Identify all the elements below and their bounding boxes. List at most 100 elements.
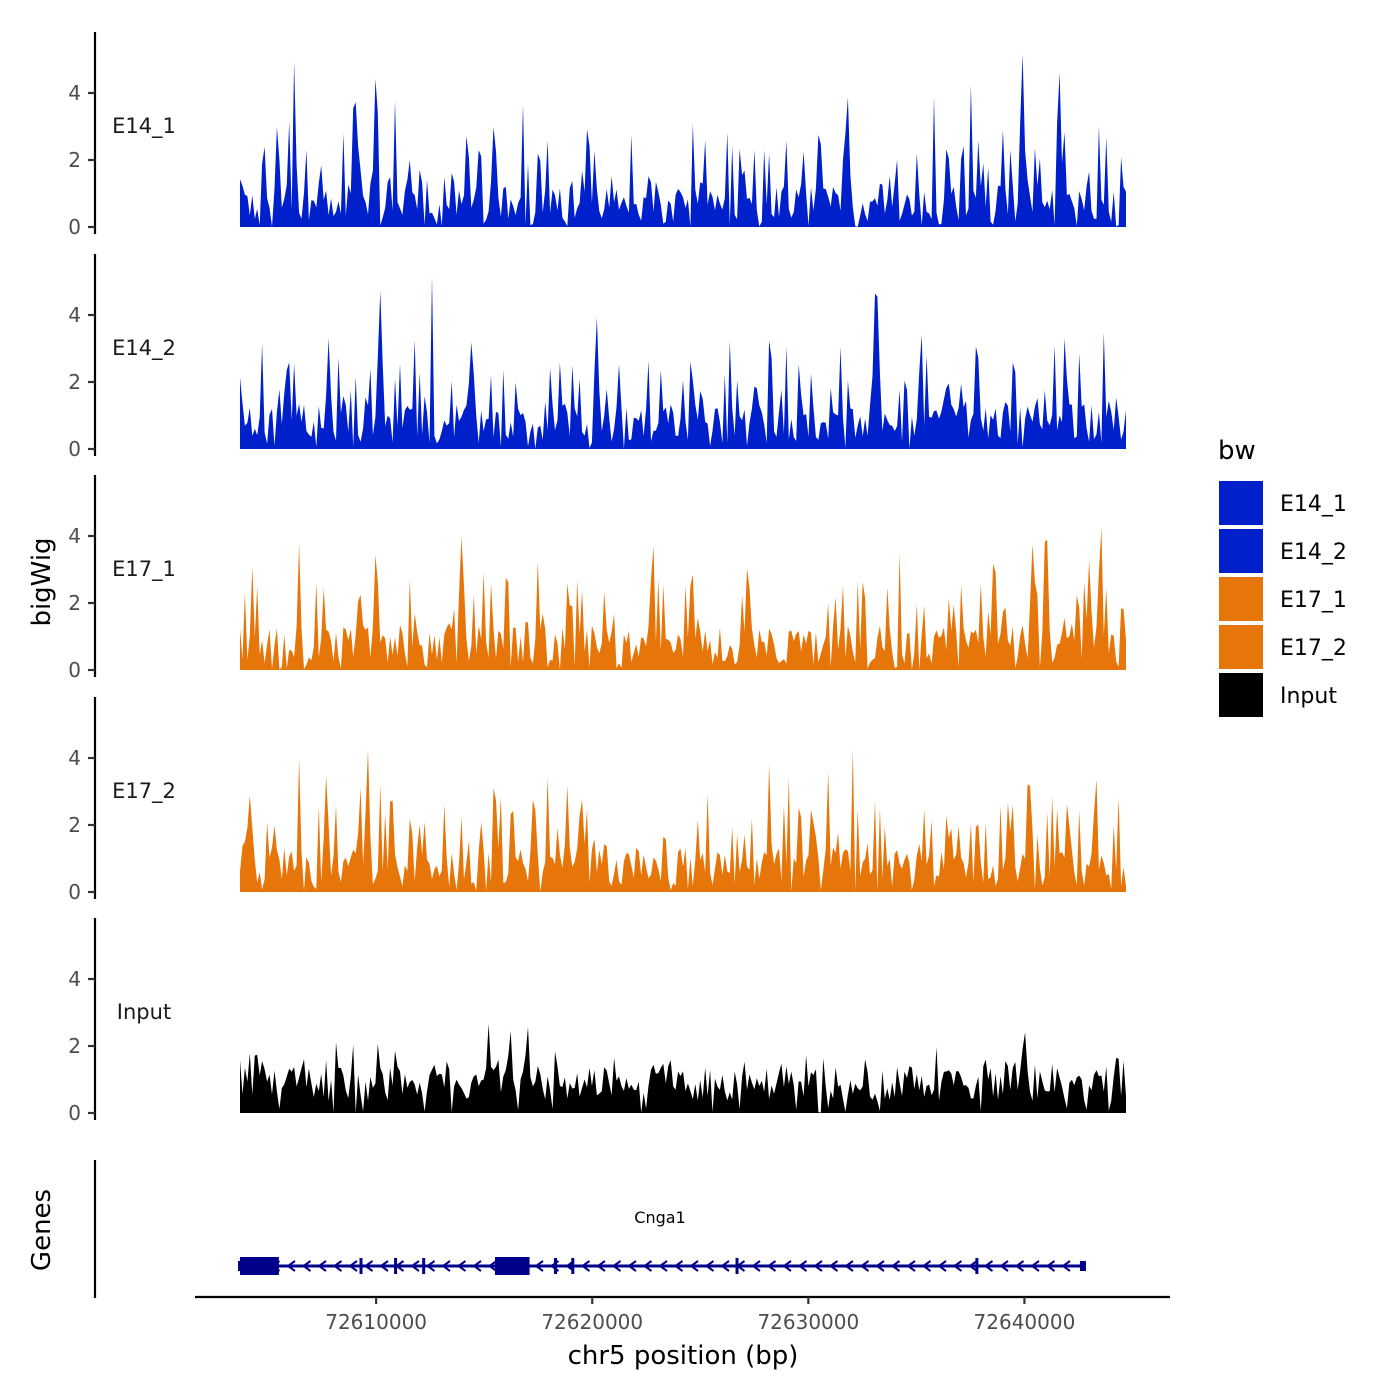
y-tick-label: 0 — [68, 658, 81, 682]
strand-arrow — [937, 1260, 947, 1272]
y-tick-label: 2 — [68, 1034, 81, 1058]
track-label: E17_2 — [112, 779, 176, 804]
strand-arrow — [720, 1260, 730, 1272]
coverage-area-E17_1 — [240, 527, 1126, 670]
y-tick-label: 0 — [68, 1101, 81, 1125]
gene-exon — [422, 1258, 426, 1274]
strand-arrow — [1045, 1260, 1056, 1272]
strand-arrow — [1014, 1260, 1025, 1272]
strand-arrow — [983, 1260, 994, 1272]
strand-arrow — [286, 1260, 296, 1272]
strand-arrow — [580, 1260, 591, 1272]
strand-arrow — [611, 1260, 622, 1272]
legend-key-E14_2 — [1219, 529, 1263, 573]
legend-key-E17_2 — [1219, 625, 1263, 669]
strand-arrow — [379, 1260, 389, 1272]
legend: bw E14_1 E14_2 E17_1 E17_2 Input — [1218, 436, 1347, 717]
track-label: E17_1 — [112, 557, 176, 582]
strand-arrow — [797, 1260, 808, 1272]
strand-arrow — [906, 1260, 916, 1272]
coverage-area-E14_1 — [240, 53, 1126, 227]
legend-key-Input — [1219, 673, 1263, 717]
track-panels: 0 2 4 E14_1 0 2 4 E14_2 0 2 4 E17_1 0 2 4 E17_2 0 2 4 Input — [68, 32, 1126, 1125]
strand-arrow — [704, 1260, 715, 1272]
coverage-area-E14_2 — [240, 275, 1126, 449]
strand-arrow — [921, 1260, 932, 1272]
x-axis: 72610000 72620000 72630000 72640000 — [195, 1295, 1170, 1334]
legend-label-Input: Input — [1280, 684, 1337, 709]
gene-exon — [554, 1258, 558, 1274]
x-tick-label: 72610000 — [325, 1310, 427, 1334]
strand-arrow — [348, 1260, 358, 1272]
gene-exon — [394, 1258, 398, 1274]
strand-arrow — [456, 1260, 467, 1272]
y-tick-label: 4 — [68, 81, 81, 105]
track-panel-E14_2: 0 2 4 E14_2 — [68, 254, 1126, 461]
genes-axis-title: Genes — [27, 1189, 57, 1271]
y-tick-label: 0 — [68, 215, 81, 239]
strand-arrow — [534, 1260, 544, 1272]
strand-arrow — [952, 1260, 963, 1272]
x-axis-title: chr5 position (bp) — [568, 1341, 799, 1371]
strand-arrow — [410, 1260, 420, 1272]
track-panel-E17_2: 0 2 4 E17_2 — [68, 697, 1126, 904]
gene-name-label: Cnga1 — [634, 1208, 685, 1227]
strand-arrow — [844, 1260, 854, 1272]
strand-arrow — [673, 1260, 684, 1272]
strand-arrow — [363, 1260, 374, 1272]
strand-arrow — [425, 1260, 436, 1272]
y-tick-label: 4 — [68, 303, 81, 327]
strand-arrow — [782, 1260, 792, 1272]
strand-arrow — [968, 1260, 978, 1272]
track-label: Input — [117, 1000, 171, 1024]
strand-arrow — [828, 1260, 839, 1272]
strand-arrow — [596, 1260, 606, 1272]
y-tick-label: 2 — [68, 591, 81, 615]
strand-arrow — [751, 1260, 761, 1272]
legend-key-E17_1 — [1219, 577, 1263, 621]
strand-arrow — [642, 1260, 653, 1272]
coverage-area-Input — [240, 1023, 1126, 1113]
gene-utr — [1079, 1261, 1086, 1271]
strand-arrow — [890, 1260, 901, 1272]
x-tick-label: 72640000 — [974, 1310, 1076, 1334]
y-axis-title: bigWig — [27, 537, 57, 626]
strand-arrow — [317, 1260, 327, 1272]
y-tick-label: 0 — [68, 437, 81, 461]
gene-exon — [359, 1258, 363, 1274]
y-tick-label: 2 — [68, 813, 81, 837]
strand-arrow — [441, 1260, 451, 1272]
gene-exon — [240, 1257, 279, 1275]
track-panel-E17_1: 0 2 4 E17_1 — [68, 475, 1126, 682]
strand-arrow — [301, 1260, 312, 1272]
y-tick-label: 4 — [68, 524, 81, 548]
strand-arrow — [472, 1260, 482, 1272]
strand-arrow — [627, 1260, 637, 1272]
strand-arrow — [487, 1260, 498, 1272]
gene-exon — [735, 1258, 739, 1274]
strand-arrow — [332, 1260, 343, 1272]
x-tick-label: 72620000 — [541, 1310, 643, 1334]
strand-arrow — [766, 1260, 777, 1272]
track-panel-Input: 0 2 4 Input — [68, 918, 1126, 1125]
legend-title: bw — [1218, 436, 1256, 466]
y-tick-label: 0 — [68, 880, 81, 904]
strand-arrow — [875, 1260, 885, 1272]
y-tick-label: 4 — [68, 967, 81, 991]
strand-arrow — [813, 1260, 823, 1272]
strand-arrow — [1030, 1260, 1040, 1272]
legend-label-E14_2: E14_2 — [1280, 540, 1347, 565]
legend-label-E14_1: E14_1 — [1280, 492, 1347, 517]
gene-Cnga1: Cnga1 — [238, 1208, 1086, 1275]
genes-panel: Cnga1 — [93, 1160, 1086, 1298]
y-tick-label: 4 — [68, 746, 81, 770]
track-label: E14_2 — [112, 336, 176, 361]
gene-exon — [975, 1258, 979, 1274]
y-tick-label: 2 — [68, 148, 81, 172]
legend-label-E17_2: E17_2 — [1280, 636, 1347, 661]
strand-arrow — [859, 1260, 870, 1272]
legend-key-E14_1 — [1219, 481, 1263, 525]
x-tick-label: 72630000 — [757, 1310, 859, 1334]
strand-arrow — [999, 1260, 1009, 1272]
